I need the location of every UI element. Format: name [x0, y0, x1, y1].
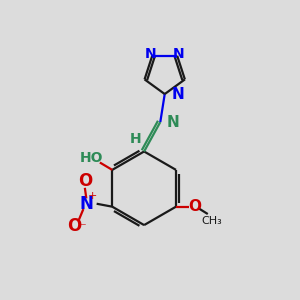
Text: HO: HO — [80, 151, 104, 165]
Text: O: O — [68, 218, 82, 236]
Text: +: + — [88, 191, 97, 201]
Text: O: O — [78, 172, 92, 190]
Text: CH₃: CH₃ — [202, 215, 223, 226]
Text: O: O — [188, 199, 201, 214]
Text: N: N — [145, 47, 157, 61]
Text: N: N — [171, 87, 184, 102]
Text: ⁻: ⁻ — [80, 221, 86, 234]
Text: N: N — [167, 115, 179, 130]
Text: N: N — [80, 195, 93, 213]
Text: H: H — [130, 132, 141, 146]
Text: N: N — [173, 47, 184, 61]
